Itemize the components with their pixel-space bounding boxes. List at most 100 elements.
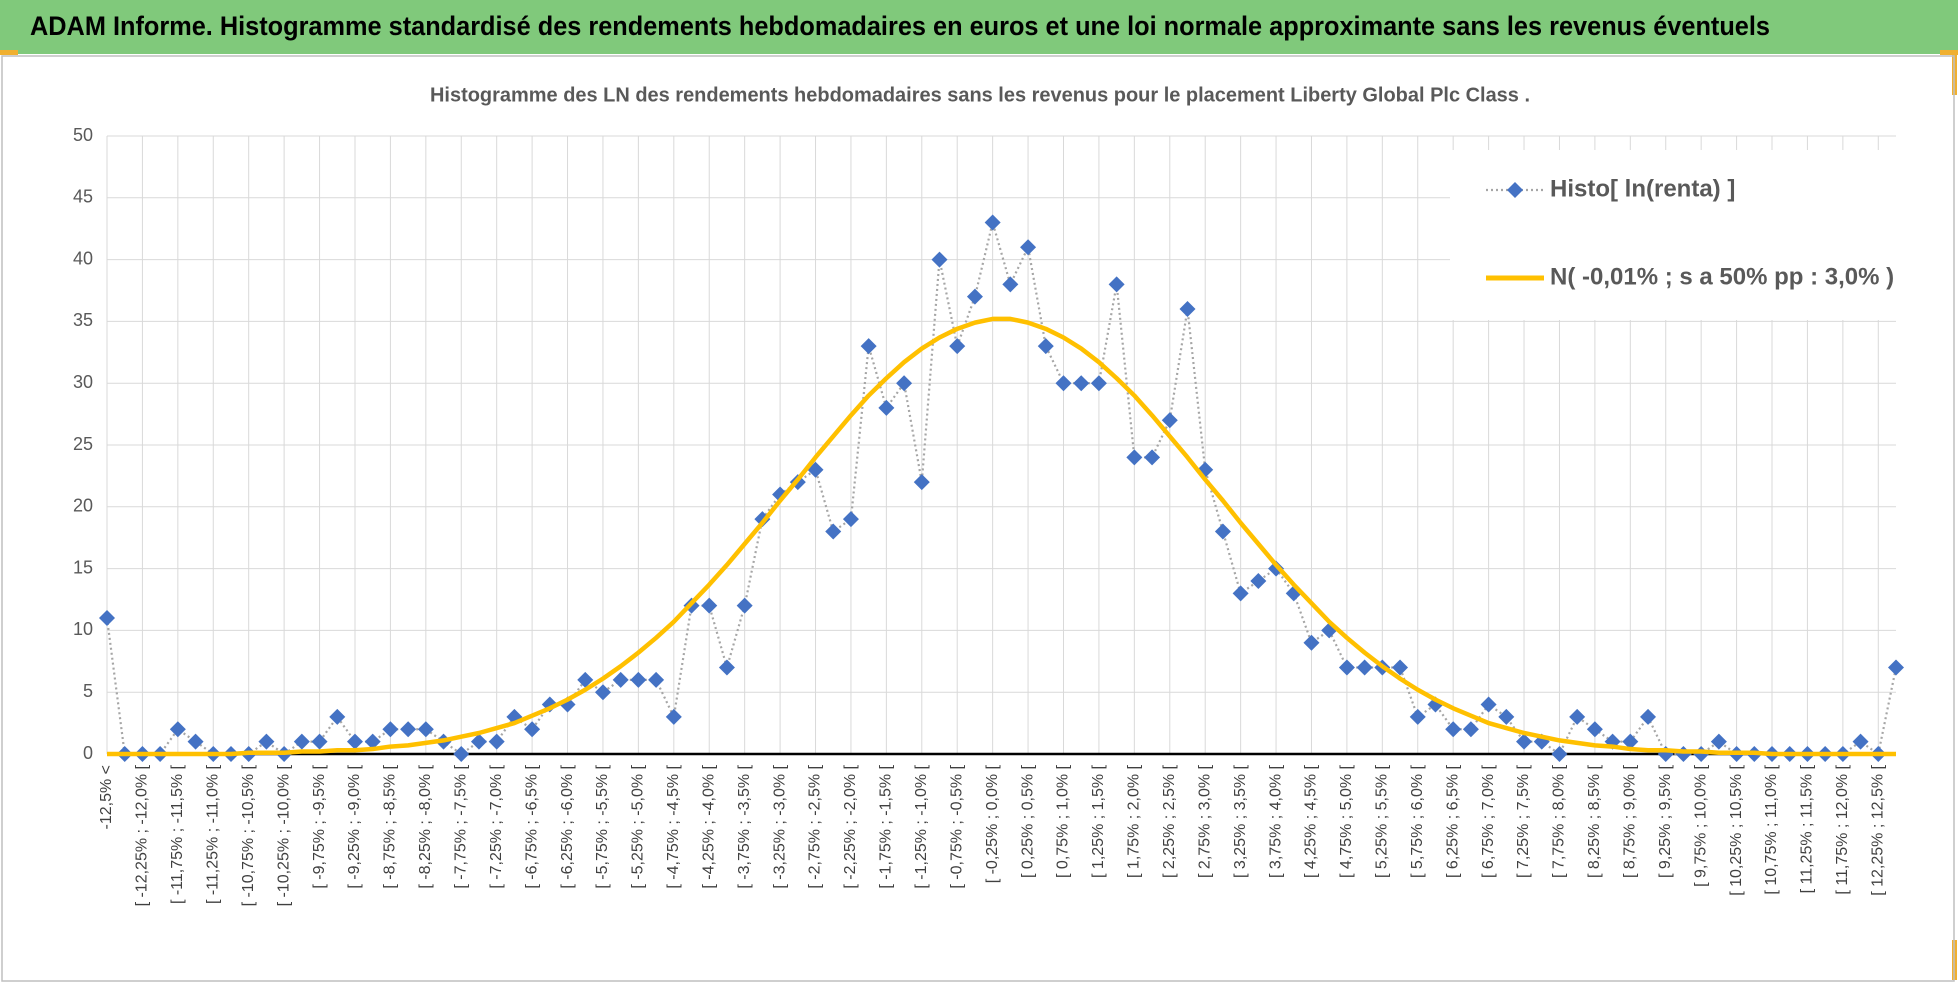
marker bbox=[364, 733, 381, 750]
legend-marker bbox=[1507, 182, 1523, 198]
marker bbox=[1055, 375, 1072, 392]
x-tick-label: [ 6,75% ; 7,0% [ bbox=[1480, 764, 1497, 878]
x-tick-label: [ -6,25% ; -6,0% [ bbox=[559, 764, 576, 888]
x-tick-label: [ -3,75% ; -3,5% [ bbox=[736, 764, 753, 888]
marker bbox=[842, 511, 859, 528]
x-tick-label: [ -0,75% ; -0,5% [ bbox=[948, 764, 965, 888]
x-tick-label: [ 12,25% ; 12,5% [ bbox=[1870, 764, 1887, 895]
x-tick-label: [ -11,25% ; -11,0% [ bbox=[204, 764, 221, 904]
x-tick-label: [ -7,75% ; -7,5% [ bbox=[452, 764, 469, 888]
marker bbox=[718, 659, 735, 676]
plot bbox=[99, 214, 1904, 762]
marker bbox=[346, 733, 363, 750]
marker bbox=[1551, 746, 1568, 762]
x-tick-label: -12,5% < bbox=[98, 765, 115, 829]
y-tick-label: 15 bbox=[73, 557, 93, 577]
marker bbox=[754, 511, 771, 528]
marker bbox=[1144, 449, 1161, 466]
x-tick-label: [ -2,25% ; -2,0% [ bbox=[842, 764, 859, 888]
marker bbox=[169, 721, 186, 738]
legend-label: N( -0,01% ; s a 50% pp : 3,0% ) bbox=[1550, 263, 1894, 290]
x-tick-label: [ -10,75% ; -10,5% [ bbox=[240, 764, 257, 906]
y-tick-label: 10 bbox=[73, 619, 93, 639]
x-tick-label: [ -5,75% ; -5,5% [ bbox=[594, 764, 611, 888]
marker bbox=[1338, 659, 1355, 676]
marker bbox=[1090, 375, 1107, 392]
x-tick-label: [ -7,25% ; -7,0% [ bbox=[488, 764, 505, 888]
corner bbox=[0, 50, 18, 55]
marker bbox=[417, 721, 434, 738]
marker bbox=[594, 684, 611, 701]
x-tick-label: [ 11,75% ; 12,0% [ bbox=[1834, 764, 1851, 894]
marker bbox=[1232, 585, 1249, 602]
x-tick-label: [ 1,75% ; 2,0% [ bbox=[1126, 764, 1143, 878]
y-tick-label: 35 bbox=[73, 310, 93, 330]
marker bbox=[878, 399, 895, 416]
marker bbox=[382, 721, 399, 738]
x-tick-label: [ 3,75% ; 4,0% [ bbox=[1267, 764, 1284, 878]
marker bbox=[99, 610, 115, 627]
marker bbox=[1586, 721, 1603, 738]
x-tick-label: [ 2,25% ; 2,5% [ bbox=[1161, 764, 1178, 878]
x-tick-label: [ 7,75% ; 8,0% [ bbox=[1551, 764, 1568, 878]
header-bar bbox=[0, 0, 1958, 54]
x-tick-label: [ 4,75% ; 5,0% [ bbox=[1338, 764, 1355, 878]
x-tick-label: [ 7,25% ; 7,5% [ bbox=[1515, 764, 1532, 878]
x-tick-label: [ -9,25% ; -9,0% [ bbox=[346, 764, 363, 888]
x-tick-label: [ -1,75% ; -1,5% [ bbox=[878, 764, 895, 888]
x-tick-label: [ -5,25% ; -5,0% [ bbox=[630, 764, 647, 888]
marker bbox=[1498, 708, 1515, 725]
marker bbox=[1020, 239, 1037, 256]
x-tick-label: [ -0,25% ; 0,0% [ bbox=[984, 764, 1001, 883]
y-tick-label: 25 bbox=[73, 434, 93, 454]
x-tick-label: [ 10,75% ; 11,0% [ bbox=[1763, 764, 1780, 894]
marker bbox=[1356, 659, 1373, 676]
y-tick-label: 0 bbox=[83, 743, 93, 763]
marker bbox=[1002, 276, 1019, 293]
x-tick-label: [ 1,25% ; 1,5% [ bbox=[1090, 764, 1107, 878]
marker bbox=[1037, 338, 1054, 355]
chart-frame bbox=[1, 55, 1955, 982]
marker bbox=[293, 733, 310, 750]
y-tick-label: 5 bbox=[83, 681, 93, 701]
marker bbox=[1445, 721, 1462, 738]
marker bbox=[612, 671, 629, 688]
marker bbox=[1888, 659, 1904, 676]
x-tick-label: [ -8,75% ; -8,5% [ bbox=[382, 764, 399, 888]
marker bbox=[1392, 659, 1409, 676]
grid: 0 5 10 15 20 25 30 35 40 45 50 -12,5% < [ -12,25% ; … bbox=[73, 125, 1896, 906]
marker bbox=[1214, 523, 1231, 540]
marker bbox=[258, 733, 275, 750]
series-line bbox=[107, 316, 1896, 757]
x-tick-label: [ 2,75% ; 3,0% [ bbox=[1196, 764, 1213, 878]
legend-label: Histo[ ln(renta) ] bbox=[1550, 175, 1735, 202]
x-tick-label: [ 11,25% ; 11,5% [ bbox=[1799, 764, 1816, 893]
marker bbox=[577, 671, 594, 688]
x-tick-label: [ 3,25% ; 3,5% [ bbox=[1232, 764, 1249, 878]
x-tick-label: [ 4,25% ; 4,5% [ bbox=[1303, 764, 1320, 878]
marker bbox=[1161, 412, 1178, 429]
marker bbox=[896, 375, 913, 392]
marker bbox=[825, 523, 842, 540]
x-tick-label: [ -10,25% ; -10,0% [ bbox=[275, 764, 292, 906]
marker bbox=[400, 721, 417, 738]
x-tick-label: [ 6,25% ; 6,5% [ bbox=[1444, 764, 1461, 878]
series-line-dotted bbox=[105, 221, 1898, 756]
marker bbox=[329, 708, 346, 725]
x-tick-label: [ -9,75% ; -9,5% [ bbox=[311, 764, 328, 888]
x-tick-label: [ 10,25% ; 10,5% [ bbox=[1728, 764, 1745, 895]
x-tick-label: [ 5,25% ; 5,5% [ bbox=[1374, 764, 1391, 878]
x-tick-label: [ 0,25% ; 0,5% [ bbox=[1019, 764, 1036, 878]
legend-box bbox=[1450, 150, 1896, 320]
marker bbox=[311, 733, 328, 750]
marker bbox=[1409, 708, 1426, 725]
marker bbox=[1250, 572, 1267, 589]
marker bbox=[1622, 733, 1639, 750]
legend: Histo[ ln(renta) ] N( -0,01% ; s a 50% pp… bbox=[1450, 150, 1896, 320]
marker bbox=[1073, 375, 1090, 392]
x-tick-label: [ -11,75% ; -11,5% [ bbox=[169, 764, 186, 904]
marker bbox=[1126, 449, 1143, 466]
y-tick-label: 40 bbox=[73, 248, 93, 268]
x-tick-label: [ -4,75% ; -4,5% [ bbox=[665, 764, 682, 888]
